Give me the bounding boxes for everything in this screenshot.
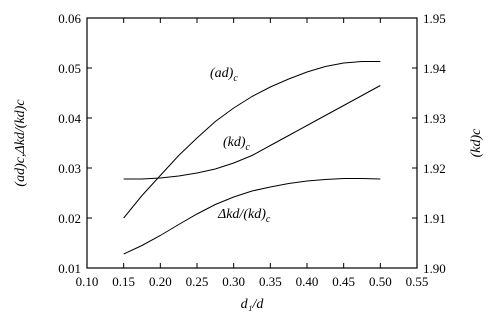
series-label-1: (kd)c	[223, 135, 251, 153]
series-label-sub: c	[233, 73, 238, 84]
x-tick-label: 0.40	[296, 274, 319, 289]
x-tick-label: 0.45	[332, 274, 355, 289]
plot-frame	[86, 17, 418, 269]
y-left-tick-label: 0.02	[58, 211, 81, 226]
series-label-main: (kd)	[223, 135, 246, 150]
y-left-tick-label: 0.04	[58, 111, 81, 126]
series-label-2: Δkd/(kd)c	[217, 207, 271, 225]
series-label-main: Δkd/(kd)	[217, 207, 266, 222]
y-left-tick-label: 0.06	[58, 11, 81, 26]
y-right-tick-label: 1.92	[423, 161, 446, 176]
series-label-0: (ad)c	[210, 66, 238, 84]
series-line-1	[123, 85, 381, 180]
y-left-tick-label: 0.03	[58, 161, 81, 176]
y-right-tick-label: 1.94	[423, 61, 446, 76]
x-tick-label: 0.10	[76, 274, 99, 289]
y-left-tick-label: 0.05	[58, 61, 81, 76]
series-label-main: (ad)	[210, 66, 234, 81]
y-right-tick-label: 1.91	[423, 211, 446, 226]
x-tick-label: 0.15	[112, 274, 135, 289]
x-tick-label: 0.55	[406, 274, 429, 289]
y-right-axis-title: (kd)c	[469, 128, 484, 158]
y-left-axis-title: (ad)c,Δkd/(kd)c	[13, 99, 28, 187]
series-line-0	[123, 61, 381, 219]
x-axis-title: d₁/d	[241, 297, 265, 312]
x-tick-label: 0.25	[186, 274, 209, 289]
y-right-tick-label: 1.90	[423, 261, 446, 276]
y-right-tick-label: 1.95	[423, 11, 446, 26]
x-tick-label: 0.30	[222, 274, 245, 289]
y-left-tick-label: 0.01	[58, 261, 81, 276]
series-label-sub: c	[266, 214, 271, 225]
series-line-2	[123, 178, 381, 255]
x-tick-label: 0.35	[259, 274, 282, 289]
series-label-sub: c	[246, 142, 251, 153]
x-tick-label: 0.20	[149, 274, 172, 289]
y-right-tick-label: 1.93	[423, 111, 446, 126]
x-tick-label: 0.50	[369, 274, 392, 289]
